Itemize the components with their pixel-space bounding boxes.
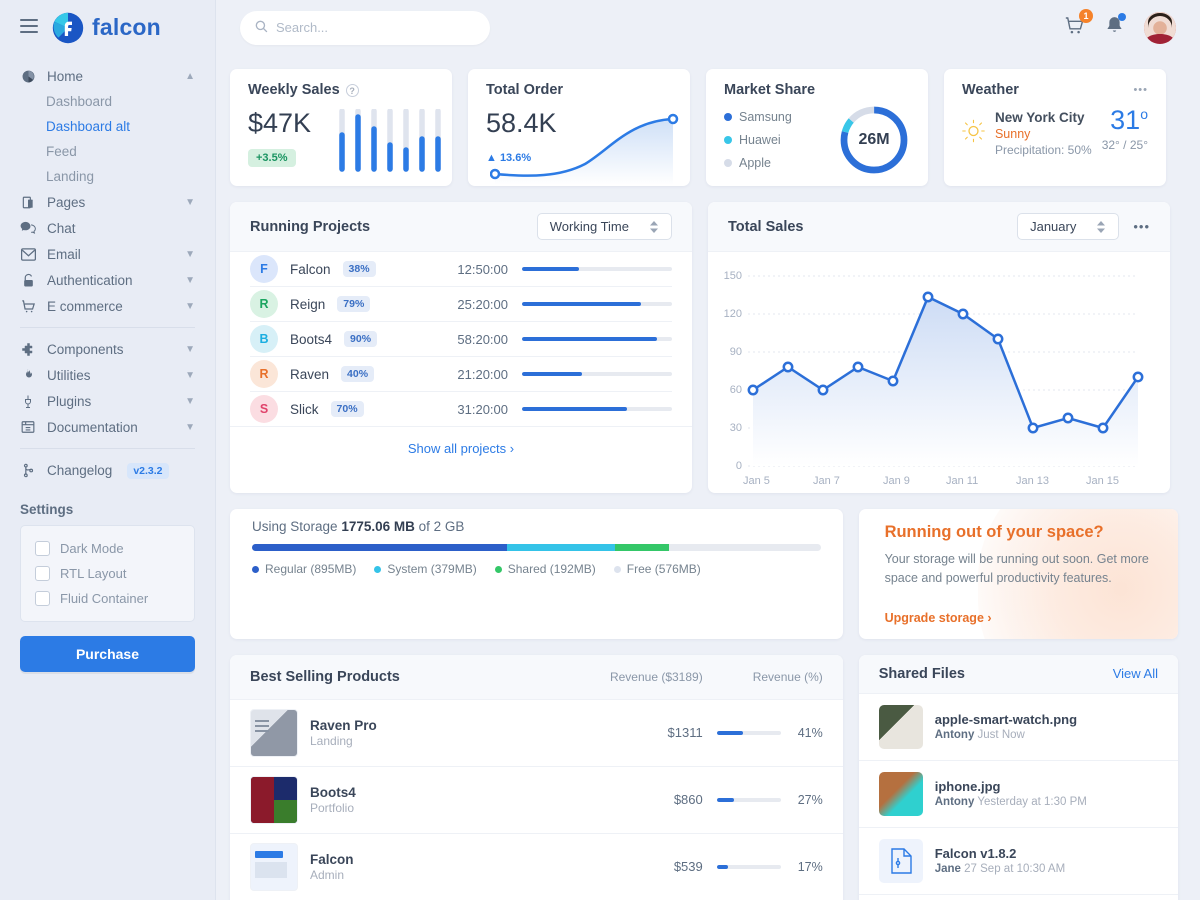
svg-text:Jan 11: Jan 11 — [946, 475, 978, 487]
svg-text:Jan 15: Jan 15 — [1086, 475, 1119, 487]
svg-text:150: 150 — [724, 270, 742, 282]
svg-text:120: 120 — [724, 308, 742, 320]
svg-text:60: 60 — [730, 384, 742, 396]
svg-text:0: 0 — [736, 460, 742, 472]
svg-text:30: 30 — [730, 422, 742, 434]
svg-text:Jan 7: Jan 7 — [813, 475, 840, 487]
svg-text:90: 90 — [730, 346, 742, 358]
svg-text:Jan 5: Jan 5 — [743, 475, 770, 487]
svg-text:Jan 9: Jan 9 — [883, 475, 910, 487]
svg-text:Jan 13: Jan 13 — [1016, 475, 1049, 487]
